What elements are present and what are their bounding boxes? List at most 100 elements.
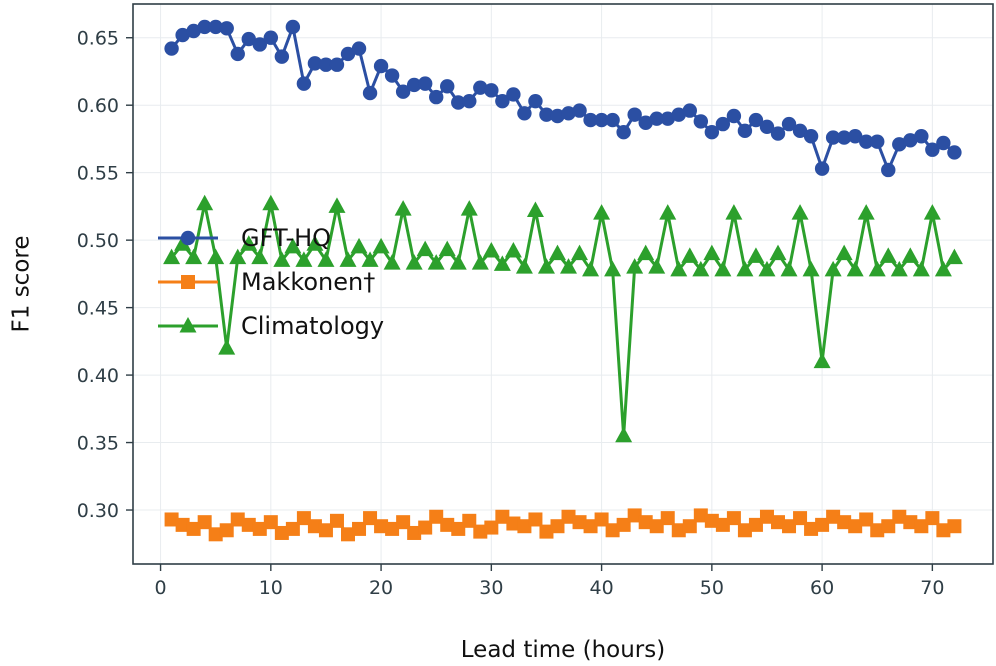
data-point-gft-hq: [395, 84, 411, 99]
legend-item-gft-hq: GFT-HQ: [158, 224, 331, 252]
legend-label: Climatology: [241, 312, 384, 340]
data-point-gft-hq: [947, 145, 962, 160]
y-axis: 0.30 0.35 0.40 0.45 0.50 0.55 0.60 0.65: [77, 28, 133, 522]
data-point-makkonen: [704, 513, 719, 528]
data-point-makkonen: [782, 519, 797, 534]
y-tick-label: 0.30: [77, 500, 119, 522]
data-point-makkonen: [848, 519, 863, 534]
data-point-climatology: [339, 251, 357, 267]
data-point-climatology: [416, 240, 434, 257]
data-point-gft-hq: [406, 77, 422, 93]
data-point-climatology: [372, 237, 390, 254]
data-point-makkonen: [583, 519, 598, 534]
data-point-makkonen: [341, 527, 355, 542]
data-point-climatology: [427, 254, 445, 270]
legend-label: GFT-HQ: [241, 224, 331, 252]
data-point-gft-hq: [715, 116, 731, 132]
data-point-gft-hq: [638, 115, 653, 130]
data-point-gft-hq: [429, 89, 444, 105]
data-point-climatology: [890, 260, 908, 277]
data-point-gft-hq: [307, 56, 323, 71]
data-point-makkonen: [396, 515, 411, 530]
data-point-climatology: [493, 255, 511, 271]
data-point-climatology: [912, 260, 930, 277]
data-point-gft-hq: [660, 111, 675, 126]
data-point-gft-hq: [594, 112, 609, 128]
data-point-gft-hq: [671, 107, 686, 122]
data-point-climatology: [273, 251, 291, 267]
data-point-climatology: [791, 204, 809, 220]
data-point-climatology: [934, 260, 952, 277]
data-point-gft-hq: [197, 19, 212, 35]
data-point-gft-hq: [903, 133, 918, 148]
data-point-makkonen: [627, 508, 642, 523]
data-point-climatology: [824, 260, 842, 277]
data-point-gft-hq: [925, 142, 940, 157]
data-point-climatology: [802, 260, 820, 277]
data-point-makkonen: [484, 520, 499, 535]
series-gft-hq: [164, 19, 962, 178]
data-point-climatology: [582, 260, 600, 277]
data-point-makkonen: [737, 523, 752, 538]
data-point-makkonen: [517, 519, 532, 534]
x-axis: 0 10 20 30 40 50 60 70: [155, 564, 944, 599]
data-point-makkonen: [175, 517, 190, 532]
data-point-climatology: [703, 244, 721, 261]
data-point-gft-hq: [825, 130, 841, 145]
data-point-climatology: [262, 194, 280, 211]
data-point-gft-hq: [649, 111, 664, 126]
data-point-gft-hq: [759, 119, 775, 134]
x-tick-label: 50: [700, 577, 724, 599]
legend-item-makkonen: Makkonen†: [158, 268, 375, 296]
data-point-climatology: [537, 258, 555, 274]
data-point-climatology: [526, 201, 544, 217]
data-point-makkonen: [793, 511, 808, 526]
data-point-gft-hq: [803, 129, 819, 144]
data-point-gft-hq: [859, 134, 874, 149]
data-point-gft-hq: [561, 106, 576, 121]
x-tick-label: 60: [810, 577, 834, 599]
data-point-makkonen: [605, 523, 620, 538]
data-point-makkonen: [263, 515, 278, 530]
data-point-makkonen: [693, 508, 708, 523]
data-point-makkonen: [418, 520, 433, 535]
data-point-makkonen: [804, 521, 819, 536]
data-point-gft-hq: [451, 95, 466, 110]
data-point-makkonen: [759, 509, 774, 524]
data-point-makkonen: [462, 513, 477, 528]
legend-label: Makkonen†: [241, 268, 375, 296]
data-point-gft-hq: [164, 41, 179, 56]
data-point-gft-hq: [440, 79, 455, 94]
data-point-climatology: [207, 248, 225, 265]
data-point-climatology: [251, 248, 269, 265]
data-point-makkonen: [815, 517, 830, 532]
legend-marker: [181, 275, 195, 289]
data-point-makkonen: [936, 523, 951, 538]
data-point-climatology: [548, 244, 566, 261]
data-point-gft-hq: [318, 57, 334, 72]
data-point-gft-hq: [285, 19, 301, 35]
data-point-makkonen: [925, 511, 940, 526]
data-point-gft-hq: [847, 129, 863, 144]
data-point-climatology: [714, 260, 732, 277]
data-point-makkonen: [197, 515, 212, 530]
data-point-climatology: [901, 247, 919, 263]
y-tick-label: 0.35: [77, 433, 119, 455]
data-point-gft-hq: [274, 49, 290, 64]
data-point-gft-hq: [605, 112, 620, 128]
data-point-makkonen: [318, 523, 333, 538]
data-point-makkonen: [385, 521, 400, 536]
data-point-makkonen: [947, 519, 962, 534]
y-tick-label: 0.50: [77, 230, 119, 252]
data-point-makkonen: [230, 512, 245, 527]
data-point-gft-hq: [230, 46, 245, 62]
data-point-gft-hq: [208, 19, 223, 35]
data-point-gft-hq: [836, 130, 852, 145]
data-point-climatology: [615, 426, 633, 443]
data-point-gft-hq: [693, 114, 709, 129]
x-tick-label: 40: [589, 577, 613, 599]
data-point-makkonen: [164, 512, 179, 527]
data-point-climatology: [328, 197, 346, 213]
data-point-makkonen: [649, 519, 664, 534]
